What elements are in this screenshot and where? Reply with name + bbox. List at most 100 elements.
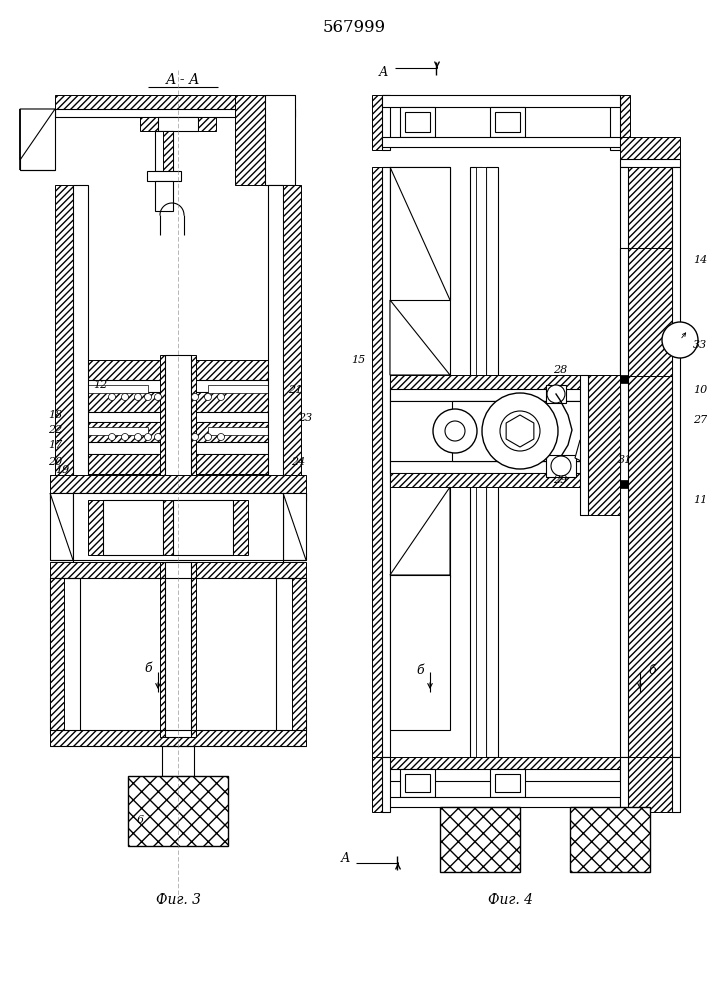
Bar (390, 167, 450, 577)
Circle shape (122, 393, 129, 400)
Bar (162, 746, 194, 776)
Bar (390, 575, 450, 730)
Text: 27: 27 (693, 415, 707, 425)
Bar (620, 248, 628, 376)
Bar (208, 385, 268, 393)
Bar (292, 578, 306, 733)
Circle shape (433, 409, 477, 453)
Circle shape (445, 421, 465, 441)
Bar (620, 248, 672, 376)
Bar (672, 167, 680, 757)
Bar (50, 730, 306, 746)
Text: 33: 33 (693, 340, 707, 350)
Bar (382, 757, 620, 769)
Bar (165, 355, 191, 485)
Bar (610, 95, 620, 150)
Bar (495, 774, 520, 792)
Bar (390, 375, 620, 389)
Bar (390, 401, 620, 461)
Bar (382, 95, 620, 107)
Text: 17: 17 (48, 440, 62, 450)
Bar (486, 167, 498, 757)
Bar (147, 171, 181, 181)
Bar (382, 137, 620, 147)
Bar (140, 117, 158, 131)
Circle shape (551, 456, 571, 476)
Text: А: А (378, 66, 388, 79)
Bar (163, 131, 173, 171)
Bar (382, 797, 620, 807)
Polygon shape (283, 493, 306, 560)
Circle shape (155, 434, 161, 440)
Bar (50, 475, 306, 493)
Bar (470, 167, 482, 757)
Text: 22: 22 (48, 425, 62, 435)
Polygon shape (506, 415, 534, 447)
Text: 12: 12 (93, 380, 107, 390)
Text: 11: 11 (693, 495, 707, 505)
Bar (276, 578, 306, 733)
Circle shape (144, 393, 151, 400)
Text: б: б (144, 662, 152, 674)
Bar (580, 375, 620, 515)
Bar (160, 355, 196, 485)
Bar (382, 757, 390, 812)
Bar (570, 807, 650, 872)
Bar (390, 473, 620, 487)
Bar (73, 493, 283, 563)
Bar (382, 167, 390, 757)
Bar (620, 159, 680, 167)
Bar (155, 131, 173, 171)
Polygon shape (390, 300, 450, 375)
Text: 28: 28 (553, 365, 567, 375)
Bar (72, 392, 284, 412)
Bar (620, 95, 630, 150)
Bar (235, 95, 265, 185)
Bar (165, 562, 191, 737)
Circle shape (218, 393, 225, 400)
Polygon shape (390, 487, 450, 575)
Bar (208, 427, 268, 435)
Polygon shape (390, 167, 450, 300)
Circle shape (155, 393, 161, 400)
Bar (55, 109, 295, 117)
Bar (72, 422, 284, 442)
Circle shape (108, 434, 115, 440)
Bar (72, 380, 284, 392)
Bar (265, 95, 295, 185)
Circle shape (122, 434, 129, 440)
Bar (50, 493, 306, 501)
Text: 31: 31 (618, 455, 632, 465)
Bar (50, 578, 64, 733)
Bar (155, 181, 173, 211)
Bar (620, 375, 628, 383)
Text: 10: 10 (693, 385, 707, 395)
Circle shape (144, 434, 151, 440)
Text: Фиг. 4: Фиг. 4 (488, 893, 532, 907)
Circle shape (108, 393, 115, 400)
Text: 567999: 567999 (322, 19, 385, 36)
Bar (495, 112, 520, 132)
Bar (620, 757, 628, 812)
Circle shape (218, 434, 225, 440)
Bar (490, 107, 525, 137)
Circle shape (662, 322, 698, 358)
Bar (620, 167, 628, 757)
Bar (198, 117, 216, 131)
Bar (283, 185, 301, 485)
Circle shape (204, 393, 211, 400)
Bar (580, 375, 588, 515)
Text: 29: 29 (553, 475, 567, 485)
Bar (55, 95, 295, 109)
Bar (405, 774, 430, 792)
Circle shape (192, 434, 199, 440)
Bar (452, 401, 620, 461)
Bar (72, 412, 284, 422)
Bar (160, 562, 196, 737)
Bar (672, 757, 680, 812)
Bar (372, 95, 382, 150)
Bar (382, 769, 620, 781)
Bar (405, 112, 430, 132)
Bar (620, 137, 680, 159)
Bar (400, 107, 435, 137)
